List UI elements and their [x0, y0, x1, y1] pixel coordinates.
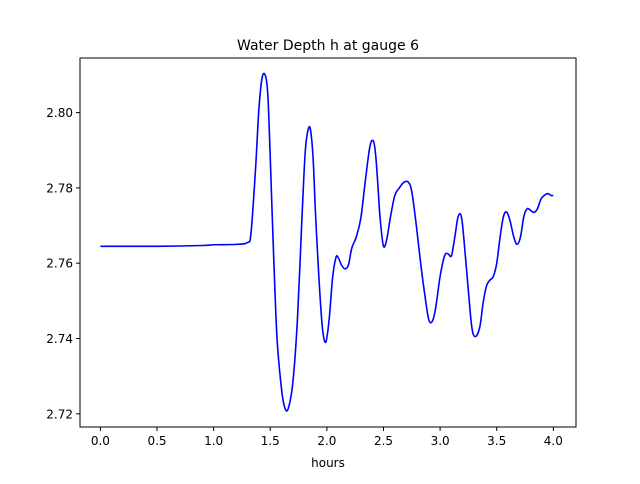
plot-area	[80, 58, 576, 427]
x-tick-label: 4.0	[544, 434, 563, 448]
y-tick-label: 2.74	[46, 332, 73, 346]
series-line	[100, 72, 554, 412]
x-tick-label: 3.0	[431, 434, 450, 448]
x-tick-label: 0.5	[147, 434, 166, 448]
plot-frame	[79, 57, 577, 428]
x-tick-label: 1.5	[261, 434, 280, 448]
x-tick-label: 3.5	[487, 434, 506, 448]
x-tick-label: 0.0	[91, 434, 110, 448]
y-tick-label: 2.76	[46, 257, 73, 271]
series-layer	[100, 72, 554, 412]
y-tick-label: 2.80	[46, 106, 73, 120]
x-axis-ticks: 0.0 0.5 1.0 1.5 2.0 2.5 3.0 3.5 4.0	[91, 427, 563, 448]
x-tick-label: 1.0	[204, 434, 223, 448]
x-tick-label: 2.0	[317, 434, 336, 448]
chart-title: Water Depth h at gauge 6	[237, 38, 419, 54]
y-tick-label: 2.72	[46, 407, 73, 421]
x-tick-label: 2.5	[374, 434, 393, 448]
y-tick-label: 2.78	[46, 181, 73, 195]
y-axis-ticks: 2.72 2.74 2.76 2.78 2.80	[46, 106, 80, 421]
x-axis-label: hours	[311, 456, 345, 470]
